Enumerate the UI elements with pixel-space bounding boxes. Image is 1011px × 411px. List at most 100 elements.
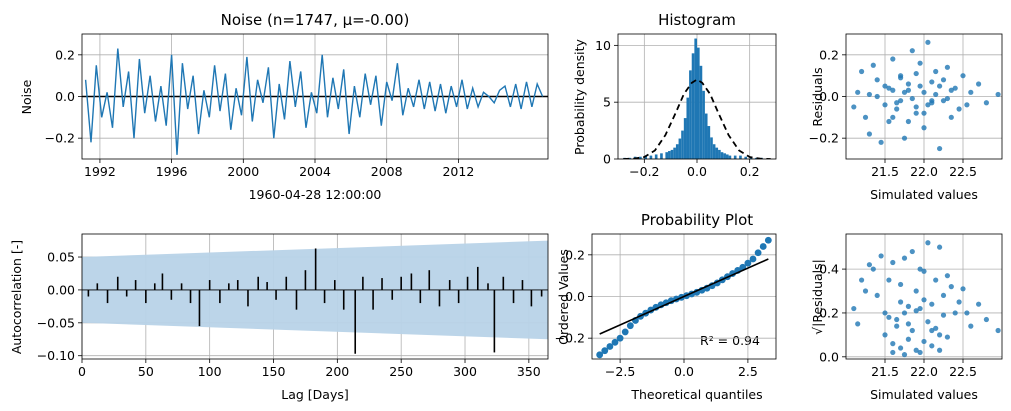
scale_location-point bbox=[925, 240, 931, 246]
histogram-panel: Histogram Probability density −0.2 0.0 0.2… bbox=[572, 11, 777, 179]
scale_location-point bbox=[901, 255, 908, 261]
scale_location-point bbox=[913, 288, 919, 294]
acf-ytick-label: 0.00 bbox=[47, 282, 75, 297]
histogram-bar bbox=[707, 126, 711, 159]
acf-ylabel: Autocorrelation [-] bbox=[9, 240, 24, 354]
resid_vs_sim-point bbox=[921, 89, 927, 95]
resid_vs_sim-point bbox=[855, 89, 861, 95]
acf-ytick-label: −0.05 bbox=[37, 315, 75, 330]
histogram-bar bbox=[649, 155, 653, 159]
probplot-point bbox=[621, 328, 629, 336]
scale_location-point bbox=[890, 349, 896, 356]
histogram-bar bbox=[712, 144, 716, 159]
histogram-bar bbox=[678, 138, 682, 159]
resid_vs_sim-point bbox=[995, 91, 1001, 98]
noise-xtick-label: 2004 bbox=[299, 164, 331, 179]
probplot-ytick-label: 0.2 bbox=[565, 247, 585, 262]
resid_vs_sim-point bbox=[890, 56, 896, 62]
resid_vs_sim-plot-area bbox=[851, 39, 1001, 152]
histogram-bar bbox=[699, 65, 703, 159]
noise-panel: Noise (n=1747, μ=-0.00) 1960-04-28 12:00… bbox=[19, 11, 549, 202]
resid_vs_sim-point bbox=[929, 79, 935, 85]
resid_vs_sim-point bbox=[937, 83, 943, 89]
histogram-bar bbox=[654, 154, 658, 159]
histogram-bar bbox=[660, 153, 663, 159]
resid_vs_sim-point bbox=[894, 106, 900, 112]
resid_vs_sim-point bbox=[917, 83, 923, 89]
probplot-point bbox=[596, 351, 604, 359]
histogram-bar bbox=[704, 113, 708, 159]
acf-xtick-label: 100 bbox=[198, 364, 222, 379]
histogram-plot-area bbox=[623, 38, 771, 159]
histogram-xtick-label: 0.2 bbox=[740, 164, 760, 179]
histogram-bar bbox=[644, 155, 647, 159]
resid_vs_sim-point bbox=[968, 89, 974, 95]
probplot-plot-area bbox=[596, 236, 772, 359]
probplot-point bbox=[749, 255, 757, 263]
histogram-bar bbox=[683, 118, 687, 159]
histogram-bar bbox=[686, 97, 690, 159]
histogram-fit-curve bbox=[623, 78, 771, 159]
scale_location-ytick-label: 0.2 bbox=[819, 305, 839, 320]
scale_location-point bbox=[964, 310, 970, 316]
residuals-xlabel: Simulated values bbox=[870, 187, 978, 202]
scale_location-point bbox=[929, 327, 935, 334]
histogram-bar bbox=[754, 157, 758, 159]
scale_location-point bbox=[940, 292, 947, 299]
scale_location-point bbox=[917, 305, 923, 312]
resid_vs_sim-point bbox=[952, 85, 958, 91]
probplot-xlabel: Theoretical quantiles bbox=[630, 387, 762, 402]
resid_vs_sim-point bbox=[944, 95, 951, 102]
scale_location-point bbox=[937, 347, 943, 353]
noise-title: Noise (n=1747, μ=-0.00) bbox=[221, 11, 410, 29]
scale_location-point bbox=[894, 323, 900, 329]
noise-xtick-label: 1992 bbox=[84, 164, 116, 179]
probplot-xtick-label: 0.0 bbox=[674, 364, 694, 379]
histogram-xtick-label: 0.0 bbox=[687, 164, 707, 179]
probplot-ylabel: Ordered Values bbox=[556, 249, 571, 345]
scale_location-point bbox=[921, 268, 927, 274]
resid_vs_sim-point bbox=[948, 87, 954, 93]
histogram-bar bbox=[668, 151, 671, 159]
histogram-bar bbox=[718, 149, 721, 159]
scale_location-point bbox=[940, 312, 947, 318]
resid_vs_sim-point bbox=[929, 100, 935, 106]
scale_location-point bbox=[968, 323, 974, 329]
probplot-point bbox=[616, 334, 624, 342]
acf-xtick-label: 0 bbox=[78, 364, 86, 379]
scale_location-point bbox=[905, 303, 912, 309]
resid_vs_sim-point bbox=[890, 114, 896, 120]
noise-xlabel: 1960-04-28 12:00:00 bbox=[249, 187, 382, 202]
scale_location-point bbox=[898, 345, 904, 351]
scale-location-ylabel: √|Residuals| bbox=[810, 259, 825, 335]
histogram-bar bbox=[728, 155, 732, 159]
resid_vs_sim-point bbox=[913, 110, 919, 116]
histogram-bar bbox=[681, 130, 684, 159]
scale_location-point bbox=[882, 310, 888, 316]
histogram-bar bbox=[723, 153, 726, 159]
resid_vs_sim-point bbox=[976, 81, 982, 87]
histogram-bar bbox=[691, 53, 695, 159]
probplot-xtick-label: 2.5 bbox=[738, 364, 758, 379]
histogram-ytick-label: 5 bbox=[603, 95, 611, 110]
resid_vs_sim-point bbox=[964, 102, 970, 108]
scale_location-point bbox=[909, 248, 915, 255]
scale_location-point bbox=[933, 277, 939, 283]
histogram-ytick-label: 0 bbox=[603, 152, 611, 167]
scale_location-point bbox=[901, 352, 908, 358]
histogram-bar bbox=[710, 137, 713, 159]
resid_vs_sim-point bbox=[905, 118, 912, 125]
histogram-bar bbox=[702, 90, 705, 159]
resid_vs_sim-point bbox=[874, 93, 880, 100]
resid_vs_sim-point bbox=[878, 139, 884, 145]
resid_vs_sim-point bbox=[851, 104, 857, 110]
resid_vs_sim-point bbox=[886, 118, 892, 125]
scale_location-point bbox=[909, 327, 915, 334]
scale_location-point bbox=[976, 301, 982, 307]
resid_vs_sim-point bbox=[874, 77, 880, 83]
scale_location-point bbox=[921, 297, 927, 303]
scale_location-point bbox=[878, 253, 884, 259]
resid_vs_sim-xtick-label: 22.0 bbox=[910, 164, 938, 179]
resid_vs_sim-point bbox=[905, 81, 912, 87]
histogram-bar bbox=[739, 155, 742, 159]
